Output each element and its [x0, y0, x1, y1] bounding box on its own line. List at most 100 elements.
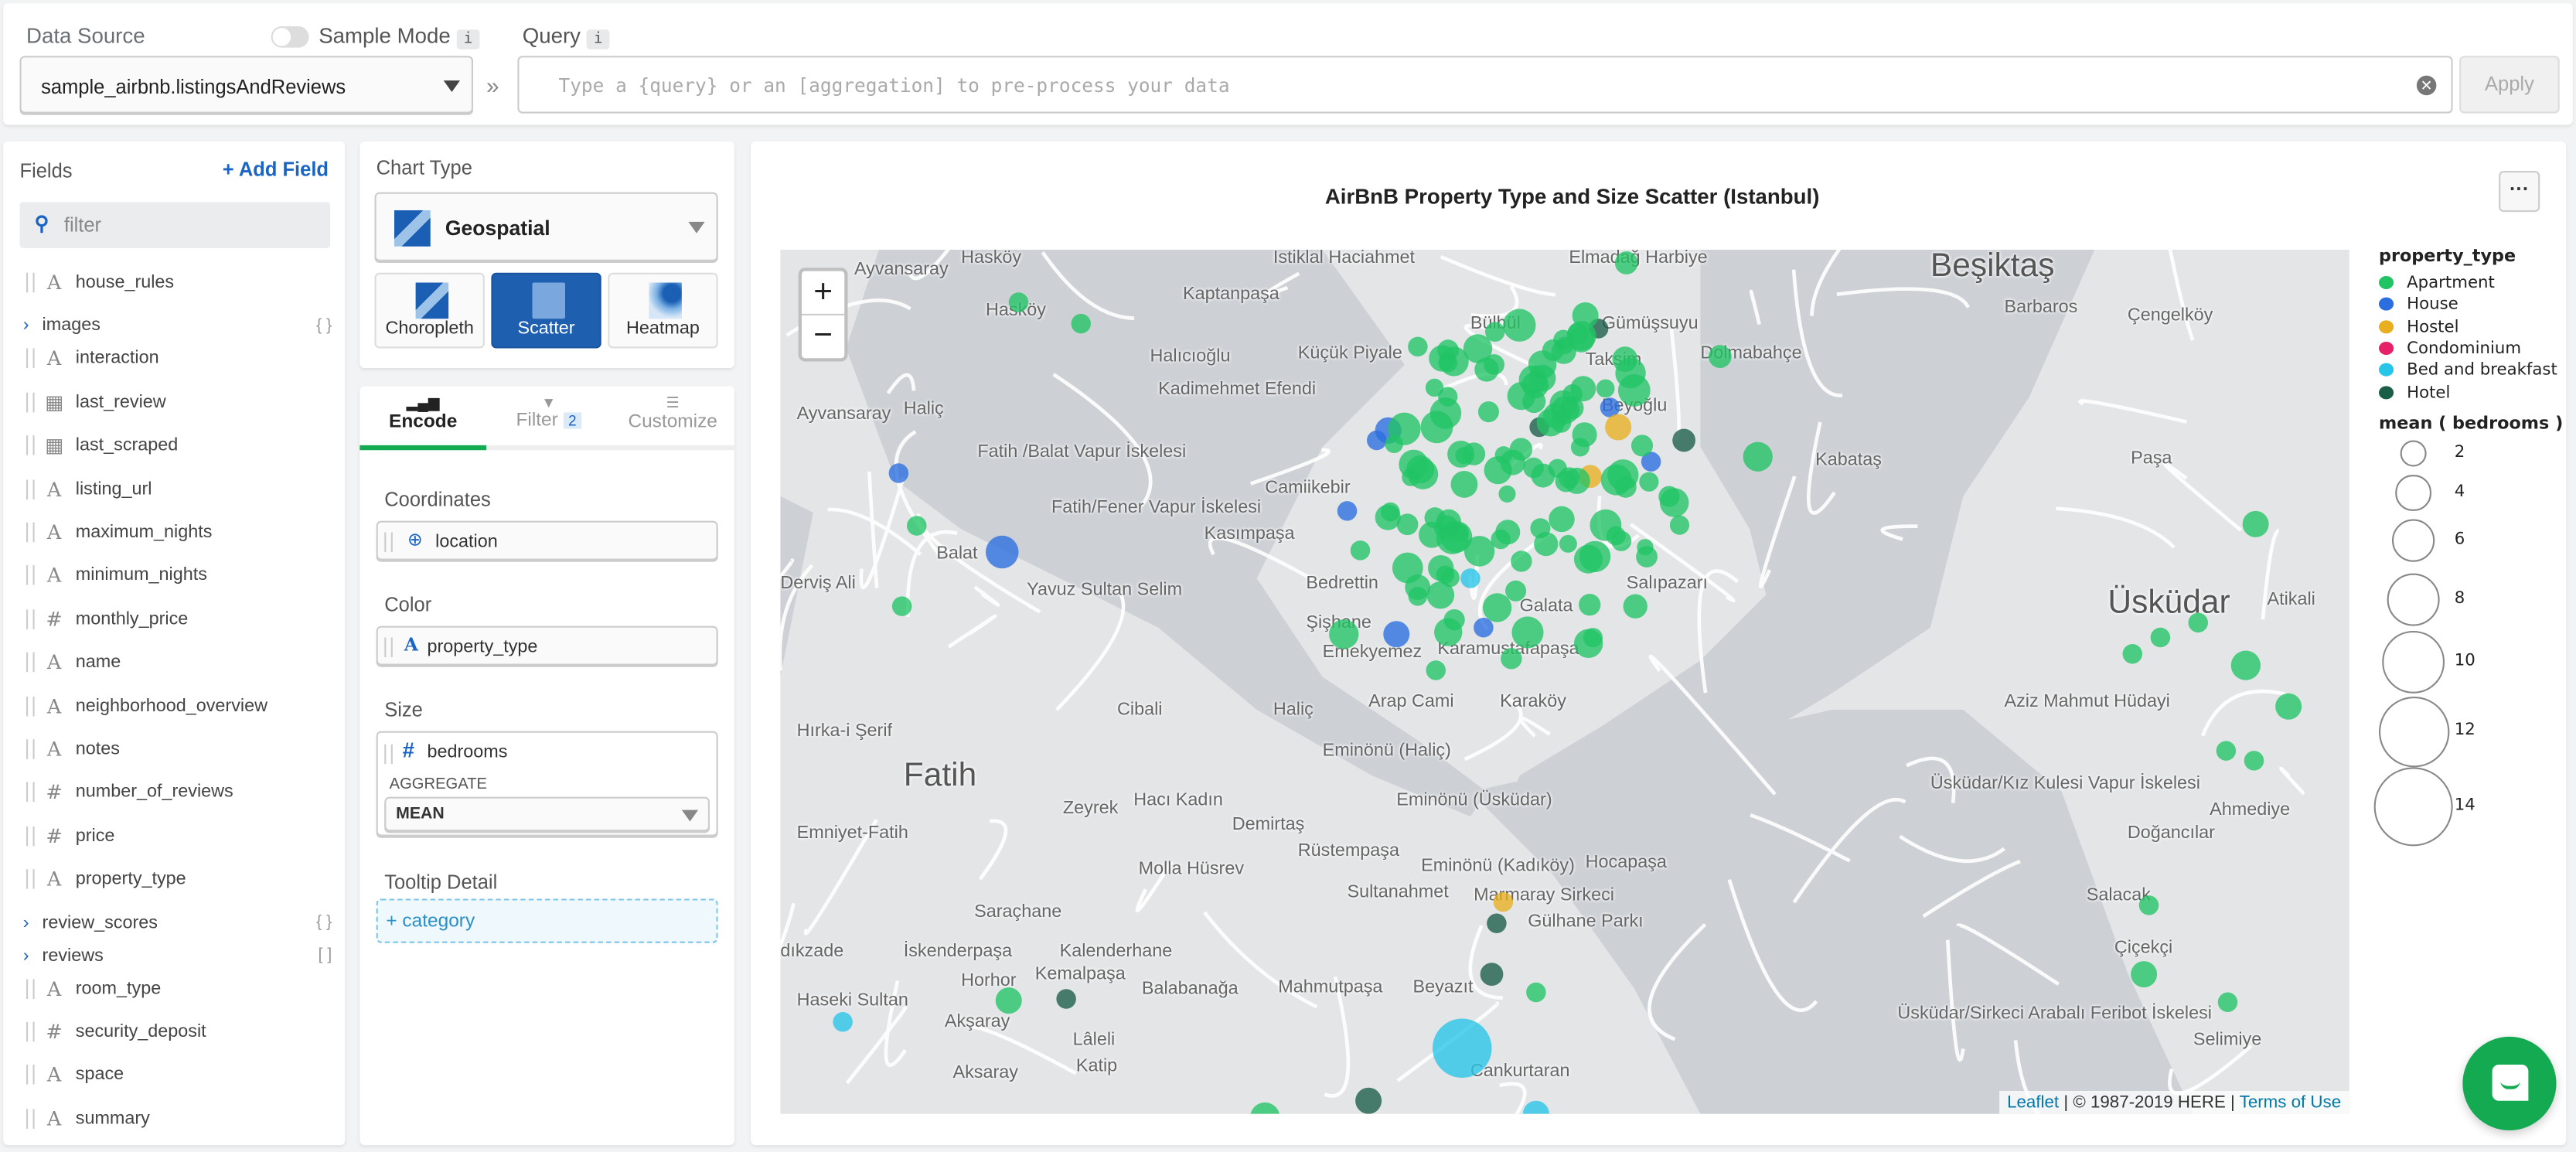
scatter-marker[interactable] — [1600, 397, 1620, 418]
scatter-marker[interactable] — [1511, 616, 1544, 649]
drag-handle-icon[interactable] — [26, 272, 35, 293]
field-item[interactable]: # price — [26, 820, 332, 853]
scatter-marker[interactable] — [1447, 440, 1475, 468]
scatter-marker[interactable] — [1487, 913, 1507, 934]
scatter-marker[interactable] — [1367, 430, 1387, 451]
scatter-marker[interactable] — [1605, 414, 1632, 441]
scatter-marker[interactable] — [1743, 441, 1773, 472]
scatter-marker[interactable] — [833, 1012, 853, 1032]
field-item[interactable]: › images { } — [23, 309, 332, 343]
choropleth-button[interactable]: Choropleth — [374, 272, 485, 349]
field-item[interactable]: › review_scores { } — [23, 906, 332, 939]
scatter-marker[interactable] — [1250, 1102, 1279, 1114]
terms-link[interactable]: Terms of Use — [2239, 1092, 2342, 1113]
scatter-marker[interactable] — [1495, 520, 1521, 545]
drag-handle-icon[interactable] — [26, 826, 35, 846]
scatter-marker[interactable] — [1485, 322, 1505, 343]
zoom-out-button[interactable]: − — [813, 317, 833, 353]
scatter-marker[interactable] — [1329, 619, 1359, 649]
scatter-marker[interactable] — [2131, 961, 2158, 988]
field-item[interactable]: ▦ last_review — [26, 386, 332, 419]
info-icon[interactable]: i — [587, 29, 610, 49]
scatter-marker[interactable] — [1551, 396, 1580, 424]
scatter-marker[interactable] — [1579, 540, 1611, 573]
scatter-marker[interactable] — [1493, 891, 1514, 912]
field-item[interactable]: ▦ last_scraped — [26, 429, 332, 462]
scatter-marker[interactable] — [1596, 379, 1615, 398]
scatter-marker[interactable] — [1408, 587, 1428, 606]
scatter-marker[interactable] — [986, 535, 1019, 569]
drag-handle-icon[interactable] — [26, 349, 35, 369]
chat-launcher-button[interactable] — [2462, 1036, 2557, 1130]
scatter-marker[interactable] — [1494, 446, 1513, 464]
scatter-marker[interactable] — [2244, 751, 2264, 771]
scatter-marker[interactable] — [1623, 594, 1647, 619]
tab-customize[interactable]: ☰ Customize — [611, 394, 734, 451]
zoom-in-button[interactable]: + — [802, 271, 845, 315]
scatter-marker[interactable] — [2122, 644, 2143, 664]
heatmap-button[interactable]: Heatmap — [608, 272, 718, 349]
scatter-marker[interactable] — [1503, 308, 1536, 342]
scatter-marker[interactable] — [1498, 485, 1516, 503]
scatter-button[interactable]: Scatter — [491, 272, 601, 349]
chart-menu-button[interactable]: ··· — [2499, 171, 2540, 213]
sample-mode-toggle[interactable] — [271, 26, 309, 48]
scatter-marker[interactable] — [1572, 422, 1597, 448]
scatter-marker[interactable] — [1590, 509, 1622, 541]
scatter-marker[interactable] — [1709, 345, 1732, 368]
tab-filter[interactable]: ▼ Filter 2 — [486, 394, 612, 451]
scatter-marker[interactable] — [1553, 329, 1573, 349]
drag-handle-icon[interactable] — [26, 1065, 35, 1086]
scatter-marker[interactable] — [1505, 580, 1527, 602]
tooltip-add-dropzone[interactable]: + category — [376, 898, 718, 943]
scatter-marker[interactable] — [1477, 401, 1499, 423]
scatter-marker[interactable] — [2242, 510, 2269, 537]
size-field-pill[interactable]: # bedrooms AGGREGATE MEAN — [376, 731, 718, 837]
scatter-marker[interactable] — [1436, 565, 1455, 585]
scatter-marker[interactable] — [1436, 522, 1469, 554]
scatter-marker[interactable] — [888, 463, 909, 483]
scatter-marker[interactable] — [1433, 1018, 1492, 1079]
scatter-marker[interactable] — [1396, 513, 1419, 536]
scatter-marker[interactable] — [2138, 895, 2159, 915]
scatter-marker[interactable] — [1426, 660, 1446, 680]
apply-button[interactable]: Apply — [2459, 56, 2560, 114]
scatter-marker[interactable] — [1530, 518, 1551, 539]
scatter-marker[interactable] — [1426, 581, 1455, 609]
field-item[interactable]: # monthly_price — [26, 602, 332, 636]
scatter-marker[interactable] — [1420, 411, 1453, 444]
scatter-marker[interactable] — [1641, 452, 1661, 472]
scatter-marker[interactable] — [1630, 435, 1654, 457]
scatter-marker[interactable] — [1460, 568, 1481, 588]
scatter-marker[interactable] — [1008, 292, 1029, 312]
field-item[interactable]: # number_of_reviews — [26, 776, 332, 809]
scatter-marker[interactable] — [1526, 982, 1546, 1003]
scatter-marker[interactable] — [1639, 472, 1659, 492]
scatter-marker[interactable] — [1425, 378, 1444, 397]
scatter-marker[interactable] — [1355, 1087, 1382, 1114]
scatter-marker[interactable] — [1615, 357, 1646, 389]
scatter-marker[interactable] — [1559, 534, 1577, 553]
leaflet-link[interactable]: Leaflet — [2007, 1092, 2060, 1113]
scatter-marker[interactable] — [2150, 627, 2171, 648]
drag-handle-icon[interactable] — [26, 696, 35, 716]
scatter-marker[interactable] — [891, 596, 912, 616]
drag-handle-icon[interactable] — [26, 522, 35, 543]
scatter-marker[interactable] — [1350, 540, 1371, 561]
drag-handle-icon[interactable] — [26, 978, 35, 999]
info-icon[interactable]: i — [457, 29, 479, 49]
scatter-marker[interactable] — [1600, 464, 1632, 496]
scatter-marker[interactable] — [1480, 963, 1504, 986]
drag-handle-icon[interactable] — [26, 435, 35, 456]
drag-handle-icon[interactable] — [26, 392, 35, 412]
drag-handle-icon[interactable] — [26, 608, 35, 629]
scatter-marker[interactable] — [1408, 336, 1428, 357]
scatter-marker[interactable] — [1522, 1100, 1549, 1114]
scatter-marker[interactable] — [2275, 693, 2302, 720]
field-filter-input[interactable]: ⚲ filter — [19, 202, 331, 248]
scatter-marker[interactable] — [1573, 629, 1603, 658]
